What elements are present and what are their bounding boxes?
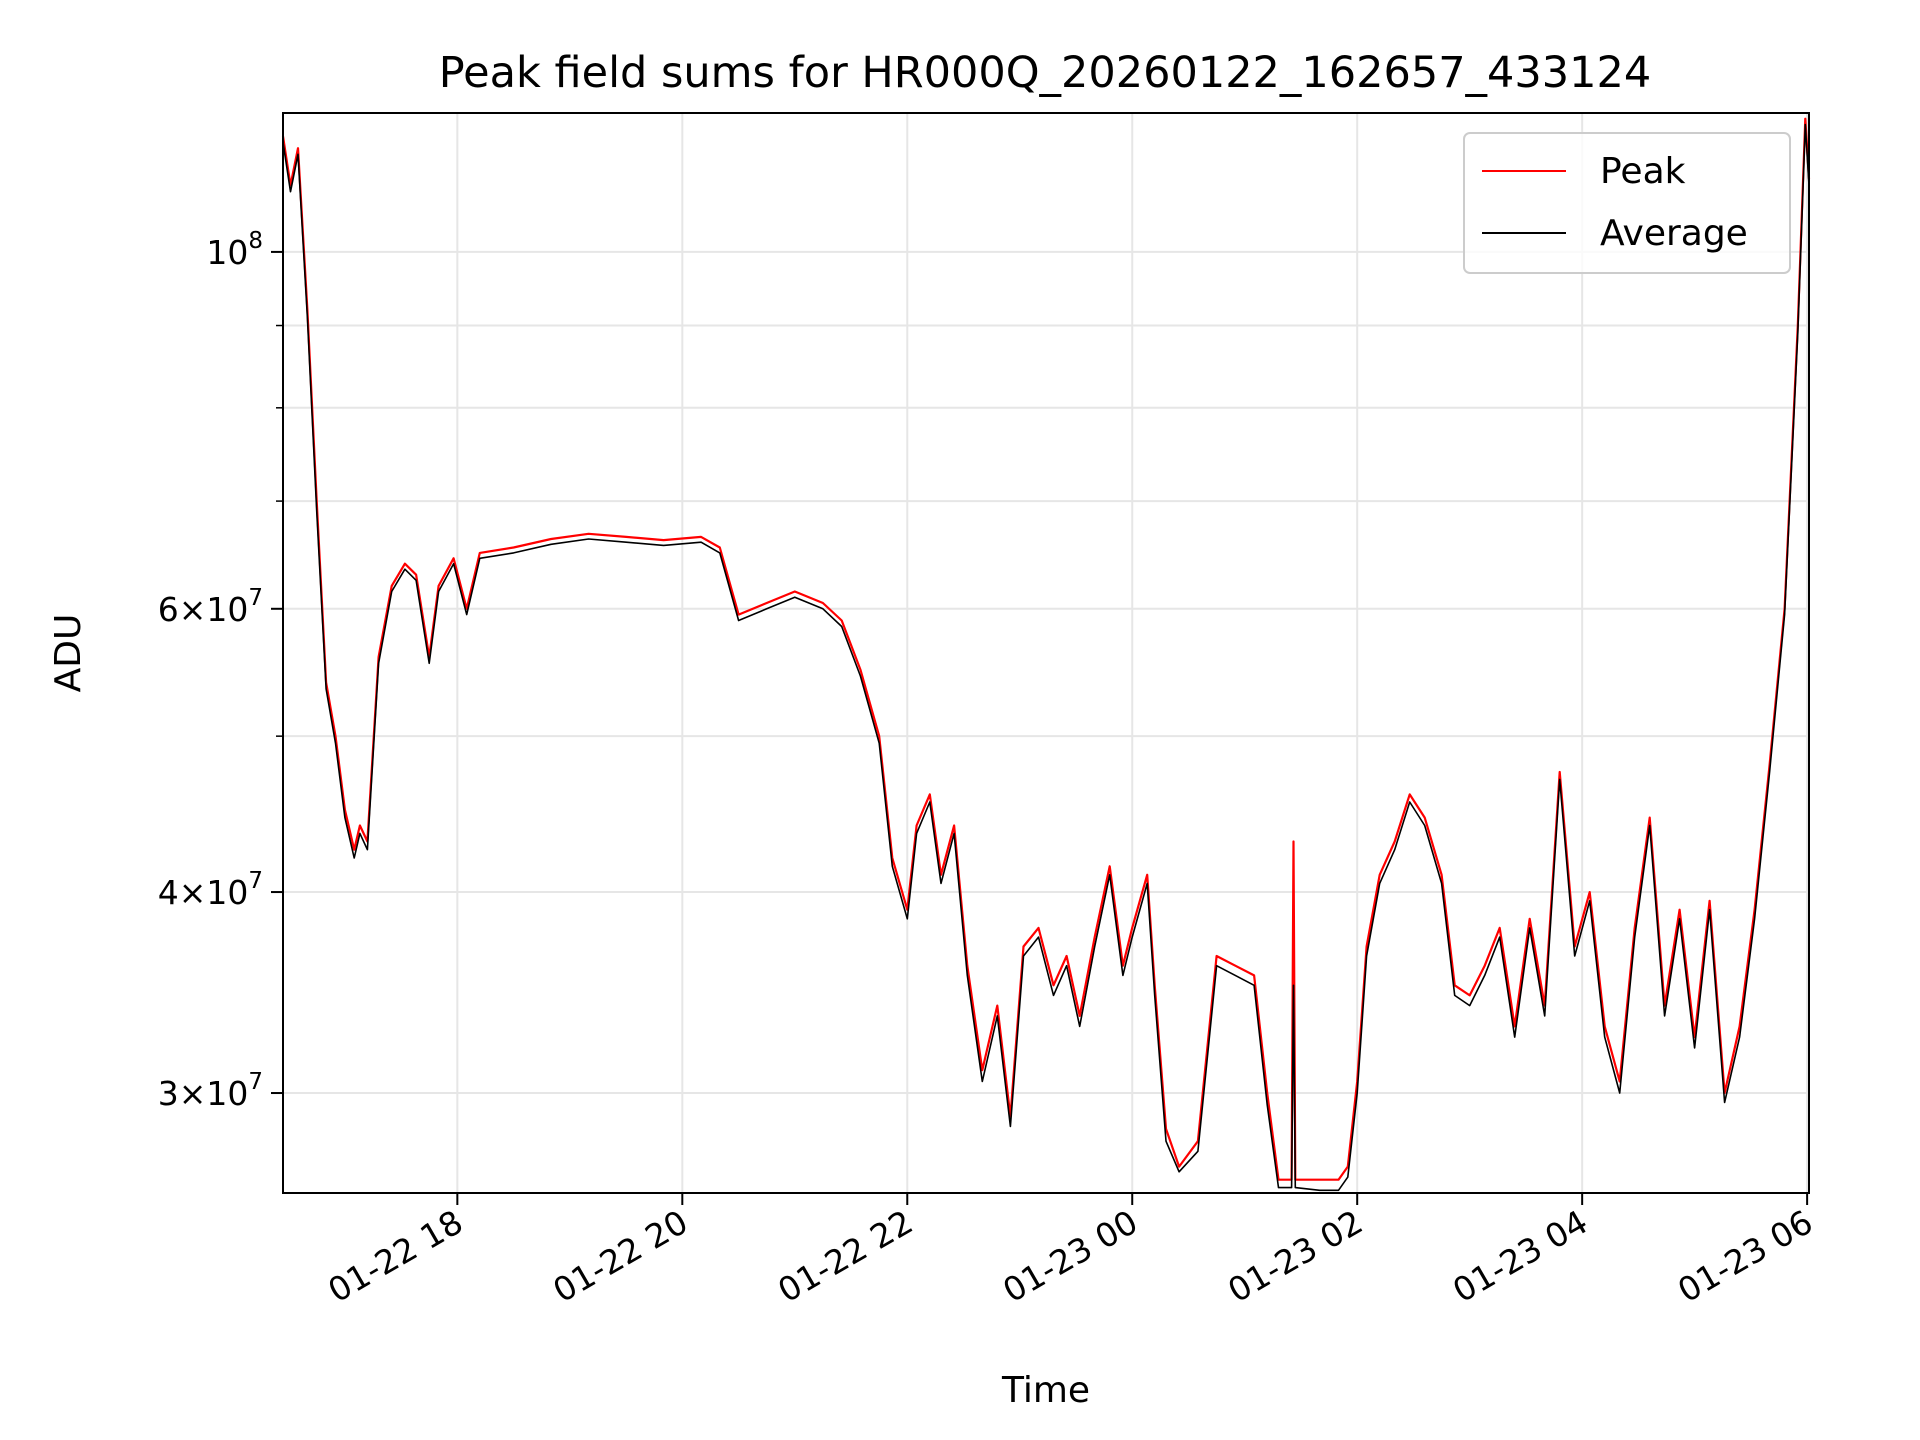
chart-title: Peak field sums for HR000Q_20260122_1626… bbox=[439, 48, 1651, 98]
y-tick-label: 4×107 bbox=[158, 868, 263, 912]
legend-average-label: Average bbox=[1600, 213, 1748, 254]
grid bbox=[283, 113, 1809, 1193]
series-line-average bbox=[282, 123, 1810, 1192]
legend-peak-label: Peak bbox=[1600, 151, 1686, 192]
legend-box bbox=[1463, 132, 1791, 274]
y-tick-label: 6×107 bbox=[158, 585, 263, 629]
plot-frame bbox=[282, 112, 1810, 1194]
series-line-peak bbox=[281, 117, 1811, 1181]
y-axis: 108 6×107 4×107 3×107 bbox=[158, 228, 283, 1113]
legend: Peak Average bbox=[1463, 132, 1791, 274]
y-tick-label: 108 bbox=[206, 228, 263, 272]
x-axis-label: Time bbox=[1001, 1370, 1090, 1411]
y-axis-label: ADU bbox=[48, 614, 89, 693]
y-tick-label: 3×107 bbox=[158, 1069, 263, 1113]
series-layer bbox=[281, 117, 1811, 1192]
